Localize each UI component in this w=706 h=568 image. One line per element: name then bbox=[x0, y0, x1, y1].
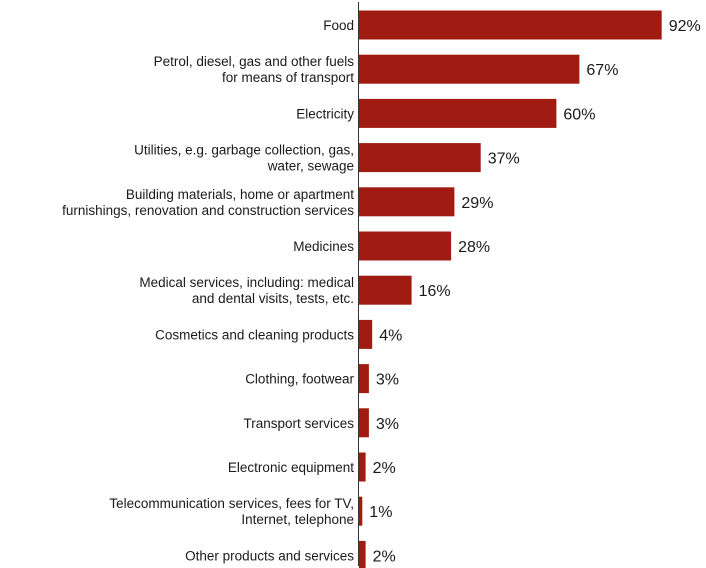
category-label-5: Medicines bbox=[293, 239, 354, 254]
bar-0 bbox=[359, 10, 662, 40]
bars-group bbox=[359, 10, 662, 568]
category-label-3: Utilities, e.g. garbage collection, gas,… bbox=[134, 143, 354, 174]
bar-10 bbox=[359, 452, 366, 482]
value-label-6: 16% bbox=[419, 283, 451, 300]
value-label-7: 4% bbox=[379, 327, 402, 344]
value-label-0: 92% bbox=[669, 18, 701, 35]
category-label-12: Other products and services bbox=[185, 548, 354, 563]
value-labels-group: 92% 67% 60% 37% 29% 28% 16% 4% 3% 3% 2% 1% 2% bbox=[369, 18, 700, 565]
bar-11 bbox=[359, 496, 363, 526]
category-label-2: Electricity bbox=[296, 106, 354, 121]
value-label-1: 67% bbox=[586, 62, 618, 79]
bar-12 bbox=[359, 540, 366, 568]
value-label-11: 1% bbox=[369, 504, 392, 521]
bar-5 bbox=[359, 231, 452, 261]
bar-7 bbox=[359, 319, 373, 349]
value-label-5: 28% bbox=[458, 239, 490, 256]
category-label-6: Medical services, including: medical and … bbox=[139, 275, 354, 306]
value-label-8: 3% bbox=[376, 372, 399, 389]
bar-6 bbox=[359, 275, 412, 305]
category-label-8: Clothing, footwear bbox=[245, 372, 354, 387]
value-label-10: 2% bbox=[373, 460, 396, 477]
category-label-4: Building materials, home or apartment fur… bbox=[62, 187, 354, 218]
value-label-2: 60% bbox=[563, 106, 595, 123]
category-label-7: Cosmetics and cleaning products bbox=[155, 327, 354, 342]
value-label-12: 2% bbox=[373, 548, 396, 565]
category-label-0: Food bbox=[323, 18, 354, 33]
bar-4 bbox=[359, 187, 455, 217]
value-label-3: 37% bbox=[488, 151, 520, 168]
category-label-10: Electronic equipment bbox=[228, 460, 354, 475]
bar-3 bbox=[359, 143, 481, 173]
category-label-1: Petrol, diesel, gas and other fuels for m… bbox=[154, 54, 355, 85]
category-label-11: Telecommunication services, fees for TV,… bbox=[109, 496, 354, 527]
category-labels-group: Food Petrol, diesel, gas and other fuels f… bbox=[62, 18, 354, 563]
bar-8 bbox=[359, 364, 369, 394]
value-label-4: 29% bbox=[461, 195, 493, 212]
bar-1 bbox=[359, 54, 580, 84]
category-label-9: Transport services bbox=[243, 416, 354, 431]
bar-9 bbox=[359, 408, 369, 438]
value-label-9: 3% bbox=[376, 416, 399, 433]
bar-2 bbox=[359, 98, 557, 128]
